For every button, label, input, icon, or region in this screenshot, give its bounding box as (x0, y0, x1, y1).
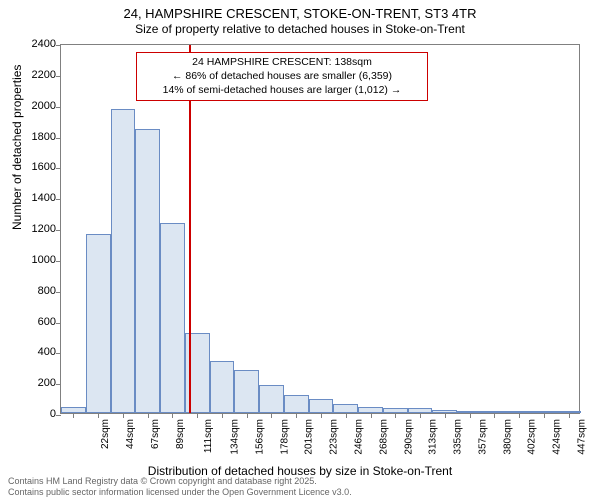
x-tick-mark (296, 413, 297, 418)
x-tick-label: 178sqm (279, 419, 290, 455)
x-tick-label: 223sqm (329, 419, 340, 455)
x-tick-label: 313sqm (428, 419, 439, 455)
x-tick-mark (470, 413, 471, 418)
y-tick-label: 1800 (16, 131, 56, 143)
annotation-line2: ← 86% of detached houses are smaller (6,… (142, 70, 421, 84)
y-tick-mark (56, 45, 61, 46)
x-tick-label: 246sqm (354, 419, 365, 455)
x-tick-label: 156sqm (255, 419, 266, 455)
y-tick-mark (56, 292, 61, 293)
x-tick-label: 402sqm (527, 419, 538, 455)
x-tick-label: 22sqm (100, 419, 111, 449)
bar (86, 234, 111, 413)
chart-title-main: 24, HAMPSHIRE CRESCENT, STOKE-ON-TRENT, … (0, 6, 600, 21)
x-tick-label: 447sqm (576, 419, 587, 455)
y-tick-label: 1200 (16, 223, 56, 235)
x-tick-mark (172, 413, 173, 418)
x-tick-mark (148, 413, 149, 418)
annotation-line3: 14% of semi-detached houses are larger (… (142, 84, 421, 98)
y-tick-mark (56, 76, 61, 77)
x-tick-mark (197, 413, 198, 418)
x-tick-mark (247, 413, 248, 418)
y-tick-mark (56, 230, 61, 231)
chart-container: 24, HAMPSHIRE CRESCENT, STOKE-ON-TRENT, … (0, 0, 600, 500)
bar (111, 109, 136, 413)
x-tick-label: 424sqm (552, 419, 563, 455)
x-tick-label: 201sqm (304, 419, 315, 455)
y-tick-mark (56, 138, 61, 139)
bar (284, 395, 309, 414)
x-tick-mark (395, 413, 396, 418)
x-tick-label: 44sqm (125, 419, 136, 449)
bar (309, 399, 334, 413)
x-tick-label: 134sqm (230, 419, 241, 455)
x-tick-label: 268sqm (378, 419, 389, 455)
x-tick-mark (371, 413, 372, 418)
x-tick-label: 357sqm (477, 419, 488, 455)
x-tick-mark (271, 413, 272, 418)
x-tick-label: 335sqm (453, 419, 464, 455)
x-tick-mark (73, 413, 74, 418)
y-tick-mark (56, 384, 61, 385)
footer-text: Contains HM Land Registry data © Crown c… (8, 476, 352, 498)
footer-line2: Contains public sector information licen… (8, 487, 352, 498)
x-tick-label: 89sqm (175, 419, 186, 449)
footer-line1: Contains HM Land Registry data © Crown c… (8, 476, 352, 487)
x-tick-mark (494, 413, 495, 418)
y-tick-label: 600 (16, 316, 56, 328)
chart-title-sub: Size of property relative to detached ho… (0, 22, 600, 36)
y-tick-label: 2200 (16, 69, 56, 81)
x-tick-mark (569, 413, 570, 418)
x-tick-mark (420, 413, 421, 418)
x-tick-mark (544, 413, 545, 418)
y-tick-mark (56, 261, 61, 262)
y-tick-label: 2000 (16, 100, 56, 112)
y-tick-mark (56, 107, 61, 108)
y-tick-label: 1600 (16, 161, 56, 173)
bar (135, 129, 160, 413)
x-tick-mark (321, 413, 322, 418)
y-tick-label: 800 (16, 285, 56, 297)
x-tick-mark (346, 413, 347, 418)
y-axis-label: Number of detached properties (10, 65, 24, 230)
x-tick-label: 111sqm (204, 419, 215, 453)
y-tick-label: 200 (16, 377, 56, 389)
bar (210, 361, 235, 413)
x-tick-mark (98, 413, 99, 418)
x-tick-mark (123, 413, 124, 418)
bar (259, 385, 284, 413)
plot-area: 22sqm44sqm67sqm89sqm111sqm134sqm156sqm17… (60, 44, 580, 414)
y-tick-label: 400 (16, 346, 56, 358)
bar (333, 404, 358, 413)
x-tick-mark (519, 413, 520, 418)
bar (160, 223, 185, 413)
y-tick-mark (56, 415, 61, 416)
bar (234, 370, 259, 413)
x-tick-mark (222, 413, 223, 418)
y-tick-label: 2400 (16, 38, 56, 50)
annotation-line1: 24 HAMPSHIRE CRESCENT: 138sqm (142, 56, 421, 70)
y-tick-label: 0 (16, 408, 56, 420)
y-tick-mark (56, 353, 61, 354)
y-tick-label: 1400 (16, 192, 56, 204)
y-tick-label: 1000 (16, 254, 56, 266)
x-tick-label: 67sqm (150, 419, 161, 449)
x-tick-label: 380sqm (502, 419, 513, 455)
x-tick-mark (445, 413, 446, 418)
y-tick-mark (56, 323, 61, 324)
y-tick-mark (56, 168, 61, 169)
x-tick-label: 290sqm (403, 419, 414, 455)
y-tick-mark (56, 199, 61, 200)
annotation-box: 24 HAMPSHIRE CRESCENT: 138sqm← 86% of de… (136, 52, 427, 101)
